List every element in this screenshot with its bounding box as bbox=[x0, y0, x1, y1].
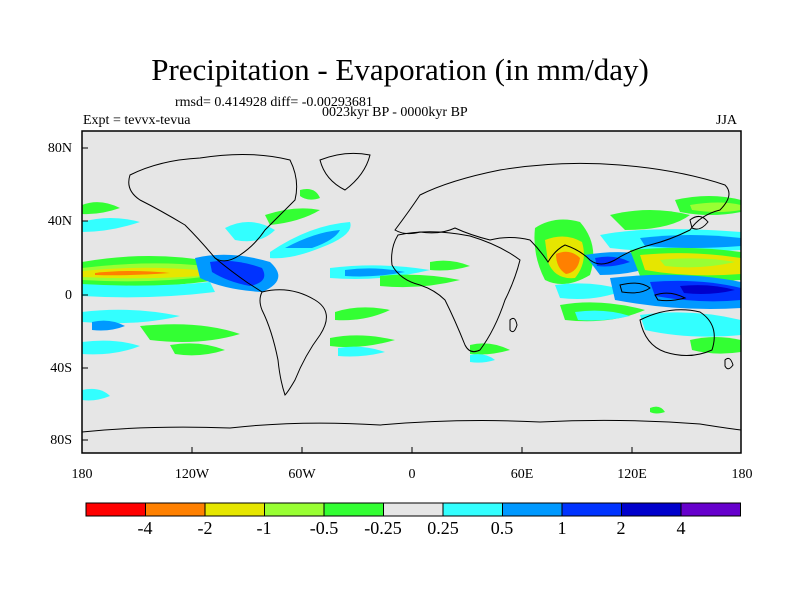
anomaly-region bbox=[82, 282, 215, 298]
experiment-label: Expt = tevvx-tevua bbox=[83, 113, 191, 128]
colorbar-label: -1 bbox=[256, 518, 272, 538]
anomaly-region bbox=[82, 340, 140, 355]
anomaly-region bbox=[690, 337, 741, 354]
colorbar-label: 0.5 bbox=[490, 518, 514, 538]
lat-tick-label: 80S bbox=[50, 433, 72, 448]
anomaly-region bbox=[555, 283, 625, 299]
lat-tick-label: 0 bbox=[65, 288, 72, 303]
lon-tick-label: 180 bbox=[71, 467, 93, 482]
colorbar-swatch bbox=[383, 502, 444, 517]
lat-tick-label: 40S bbox=[50, 361, 72, 376]
anomaly-region bbox=[82, 202, 120, 215]
colorbar-swatch bbox=[85, 502, 146, 517]
anomaly-region bbox=[82, 218, 140, 232]
colorbar-label: -4 bbox=[137, 518, 153, 538]
anomaly-region bbox=[556, 251, 580, 274]
anomaly-region bbox=[338, 346, 385, 357]
colorbar-swatch bbox=[561, 502, 622, 517]
anomaly-region bbox=[470, 354, 495, 363]
anomaly-region bbox=[575, 310, 630, 321]
colorbar-swatch bbox=[621, 502, 682, 517]
coastlines bbox=[81, 152, 742, 433]
lon-tick-label: 0 bbox=[408, 467, 416, 482]
lat-tick-label: 40N bbox=[47, 214, 72, 229]
colorbar-label: 4 bbox=[676, 518, 686, 538]
anomaly-region bbox=[170, 343, 225, 356]
colorbar-swatch bbox=[502, 502, 563, 517]
stats-line: rmsd= 0.414928 diff= -0.00293681 bbox=[175, 95, 373, 110]
lon-tick-label: 120E bbox=[617, 467, 647, 482]
anomaly-region bbox=[210, 260, 265, 286]
anomaly-region bbox=[430, 260, 470, 271]
anomaly-region bbox=[285, 230, 340, 248]
lon-tick-label: 60W bbox=[288, 467, 316, 482]
colorbar-swatch bbox=[264, 502, 325, 517]
anomaly-region bbox=[82, 309, 180, 324]
colorbar-swatch bbox=[442, 502, 503, 517]
colorbar-label: -2 bbox=[197, 518, 213, 538]
colorbar-swatch bbox=[204, 502, 265, 517]
anomaly-region bbox=[140, 324, 240, 342]
anomaly-region bbox=[345, 268, 405, 277]
anomaly-region bbox=[660, 258, 735, 268]
colorbar-swatch bbox=[323, 502, 384, 517]
colorbar-label: -0.25 bbox=[364, 518, 402, 538]
anomaly-region bbox=[650, 406, 665, 414]
anomaly-region bbox=[690, 202, 741, 212]
lon-tick-label: 180 bbox=[731, 467, 753, 482]
period-line: 0023kyr BP - 0000kyr BP bbox=[322, 105, 468, 120]
colorbar-label: 1 bbox=[557, 518, 567, 538]
lat-tick-label: 80N bbox=[47, 141, 72, 156]
colorbar-label: 2 bbox=[616, 518, 626, 538]
anomaly-region bbox=[92, 320, 125, 331]
anomaly-region bbox=[95, 271, 170, 276]
plot-title: Precipitation - Evaporation (in mm/day) bbox=[151, 52, 649, 87]
lon-tick-label: 60E bbox=[510, 467, 534, 482]
anomaly-region bbox=[380, 274, 460, 288]
colorbar bbox=[85, 502, 741, 517]
colorbar-label: -0.5 bbox=[309, 518, 339, 538]
anomaly-region bbox=[335, 307, 390, 321]
anomaly-region bbox=[680, 285, 735, 294]
anomaly-region bbox=[330, 335, 395, 348]
anomaly-region bbox=[300, 189, 320, 200]
anomaly-region bbox=[640, 235, 741, 248]
anomaly-fields bbox=[82, 189, 741, 414]
colorbar-label: 0.25 bbox=[427, 518, 459, 538]
season-label: JJA bbox=[716, 113, 738, 128]
anomaly-region bbox=[640, 312, 741, 337]
colorbar-swatch bbox=[145, 502, 206, 517]
colorbar-swatch bbox=[680, 502, 741, 517]
anomaly-region bbox=[265, 208, 320, 225]
anomaly-region bbox=[610, 210, 690, 230]
axis-ticks bbox=[81, 147, 742, 453]
anomaly-region bbox=[225, 221, 275, 242]
lon-tick-label: 120W bbox=[174, 467, 210, 482]
anomaly-region bbox=[82, 388, 110, 401]
anomaly-region bbox=[470, 343, 510, 355]
